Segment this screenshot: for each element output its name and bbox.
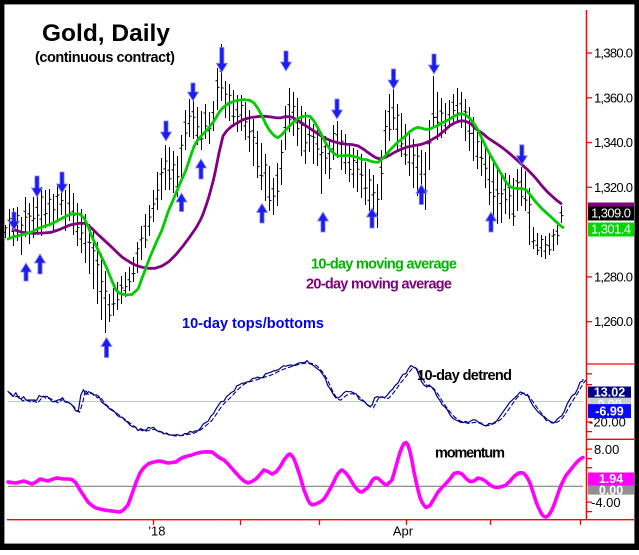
svg-text:1,320.0: 1,320.0 [594,180,633,195]
svg-text:1,260.0: 1,260.0 [594,314,633,329]
svg-text:-6.99: -6.99 [595,404,624,418]
svg-text:1,301.4: 1,301.4 [591,222,631,237]
svg-text:'18: '18 [149,524,166,539]
svg-text:Apr: Apr [393,524,414,539]
svg-text:13.02: 13.02 [594,385,625,399]
svg-text:0.00: 0.00 [599,483,623,497]
svg-text:1,280.0: 1,280.0 [594,269,633,284]
svg-text:(continuous contract): (continuous contract) [35,50,175,66]
svg-text:1,309.0: 1,309.0 [591,206,631,221]
svg-text:10-day detrend: 10-day detrend [417,368,512,384]
svg-text:momentum: momentum [435,446,505,462]
svg-text:8.00: 8.00 [594,442,619,457]
svg-text:-4.00: -4.00 [591,495,621,510]
svg-text:-20.00: -20.00 [589,415,626,430]
svg-text:10-day tops/bottoms: 10-day tops/bottoms [182,316,324,332]
svg-text:1,360.0: 1,360.0 [594,90,633,105]
svg-text:1,340.0: 1,340.0 [594,135,633,150]
svg-text:10-day moving average: 10-day moving average [311,257,457,273]
svg-text:1.94: 1.94 [599,472,623,486]
svg-text:1,380.0: 1,380.0 [594,46,633,61]
svg-text:20-day moving average: 20-day moving average [306,277,452,293]
svg-text:Gold, Daily: Gold, Daily [42,20,170,47]
